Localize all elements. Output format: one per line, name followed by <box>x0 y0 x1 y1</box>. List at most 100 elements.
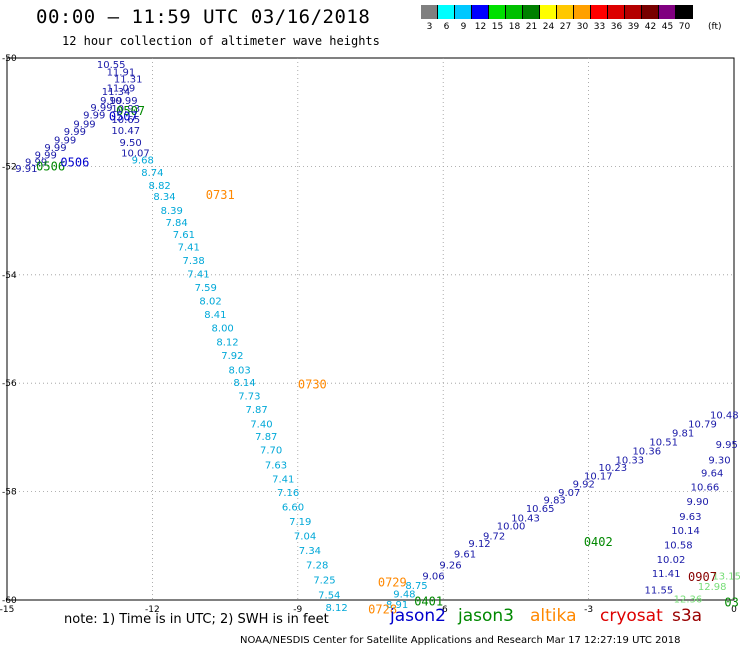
wave-height-point: 7.73 <box>238 391 260 402</box>
time-label: 0506 <box>60 155 89 169</box>
color-swatch <box>642 5 659 19</box>
color-swatch <box>625 5 642 19</box>
color-scale-item: 36 <box>608 5 625 32</box>
wave-height-point: 9.90 <box>687 497 709 508</box>
color-scale-item: 24 <box>540 5 557 32</box>
wave-height-point: 9.07 <box>558 488 580 499</box>
color-scale-item: 18 <box>506 5 523 32</box>
wave-height-point: 9.12 <box>468 539 490 550</box>
color-swatch <box>591 5 608 19</box>
color-scale-label: 39 <box>627 22 640 32</box>
color-scale-label: 3 <box>426 22 433 32</box>
color-scale-item: 27 <box>557 5 574 32</box>
y-tick-label: -52 <box>2 162 17 172</box>
wave-height-point: 10.79 <box>688 420 717 431</box>
wave-height-point: 10.93 <box>111 104 140 115</box>
wave-height-point: 9.63 <box>679 512 701 523</box>
wave-height-point: 7.40 <box>250 420 272 431</box>
y-tick-label: -50 <box>2 54 17 64</box>
color-scale-item: 30 <box>574 5 591 32</box>
wave-height-point: 8.39 <box>161 206 183 217</box>
color-scale-item: 21 <box>523 5 540 32</box>
wave-height-point: 9.91 <box>15 164 37 175</box>
wave-height-point: 10.58 <box>664 541 693 552</box>
color-scale-legend: 3 6 9 12 15 18 21 24 27 30 33 36 39 42 45 70 <box>421 5 693 32</box>
color-scale-item: 9 <box>455 5 472 32</box>
color-scale-label: 15 <box>491 22 504 32</box>
x-tick-label: 0 <box>731 605 737 615</box>
wave-height-point: 8.12 <box>325 603 347 614</box>
wave-height-point: 9.26 <box>439 561 461 572</box>
wave-height-point: 9.95 <box>716 440 738 451</box>
time-label: 0507 <box>109 109 138 123</box>
wave-height-point: 6.60 <box>282 503 304 514</box>
wave-height-point: 8.14 <box>233 378 255 389</box>
wave-height-point: 7.28 <box>306 561 328 572</box>
time-label: 0729 <box>378 575 407 589</box>
wave-height-point: 12.36 <box>674 595 703 606</box>
legend-jason3: jason3 <box>458 606 514 626</box>
wave-height-point: 7.19 <box>289 517 311 528</box>
color-swatch <box>438 5 455 19</box>
color-scale-item: 3 <box>421 5 438 32</box>
y-tick-label: -56 <box>2 379 17 389</box>
color-scale-label: 6 <box>443 22 450 32</box>
wave-height-point: 7.84 <box>166 218 188 229</box>
x-tick-label: -9 <box>293 605 302 615</box>
wave-height-point: 7.63 <box>265 460 287 471</box>
color-swatch <box>540 5 557 19</box>
color-swatch <box>489 5 506 19</box>
wave-height-point: 9.72 <box>483 531 505 542</box>
wave-height-point: 8.34 <box>153 192 175 203</box>
wave-height-point: 9.30 <box>708 455 730 466</box>
y-tick-label: -58 <box>2 488 17 498</box>
wave-height-point: 10.36 <box>632 447 661 458</box>
wave-height-point: 7.87 <box>255 432 277 443</box>
wave-height-point: 9.99 <box>35 150 57 161</box>
wave-height-point: 9.64 <box>701 468 723 479</box>
wave-height-point: 8.41 <box>204 310 226 321</box>
wave-height-point: 10.65 <box>526 504 555 515</box>
x-tick-label: -12 <box>145 605 160 615</box>
legend-cryosat: cryosat <box>600 606 663 626</box>
chart-subtitle: 12 hour collection of altimeter wave hei… <box>62 34 380 48</box>
wave-height-point: 8.00 <box>212 324 234 335</box>
wave-height-point: 10.66 <box>691 483 720 494</box>
x-tick-label: -15 <box>0 605 14 615</box>
time-label: 0731 <box>206 188 235 202</box>
color-scale-item: 6 <box>438 5 455 32</box>
wave-height-point: 7.04 <box>294 531 316 542</box>
color-swatch <box>676 5 693 19</box>
color-scale-label: 12 <box>474 22 487 32</box>
wave-height-point: 9.99 <box>100 96 122 107</box>
color-scale-item: 45 <box>659 5 676 32</box>
color-scale-label: 42 <box>644 22 657 32</box>
wave-height-point: 10.17 <box>584 472 613 483</box>
time-label: 0730 <box>298 378 327 392</box>
wave-height-point: 7.41 <box>272 474 294 485</box>
wave-height-point: 9.99 <box>25 157 47 168</box>
color-scale-item: 70 <box>676 5 693 32</box>
wave-height-point: 11.55 <box>645 585 674 596</box>
wave-height-point: 9.99 <box>64 127 86 138</box>
wave-height-point: 11.91 <box>107 67 136 78</box>
time-label: 0506 <box>36 160 65 174</box>
footnote: note: 1) Time is in UTC; 2) SWH is in fe… <box>64 612 329 627</box>
wave-height-point: 9.99 <box>83 111 105 122</box>
legend-s3a: s3a <box>672 606 703 626</box>
color-swatch <box>574 5 591 19</box>
wave-height-point: 9.48 <box>393 589 415 600</box>
y-tick-label: -60 <box>2 596 17 606</box>
color-scale-item: 33 <box>591 5 608 32</box>
color-swatch <box>506 5 523 19</box>
color-swatch <box>421 5 438 19</box>
wave-height-point: 8.74 <box>141 168 163 179</box>
chart-title: 00:00 – 11:59 UTC 03/16/2018 <box>36 6 371 28</box>
color-swatch <box>557 5 574 19</box>
wave-height-point: 7.41 <box>187 270 209 281</box>
wave-height-point: 10.99 <box>109 96 138 107</box>
wave-height-point: 9.68 <box>132 156 154 167</box>
legend-altika: altika <box>530 606 577 626</box>
color-swatch <box>523 5 540 19</box>
